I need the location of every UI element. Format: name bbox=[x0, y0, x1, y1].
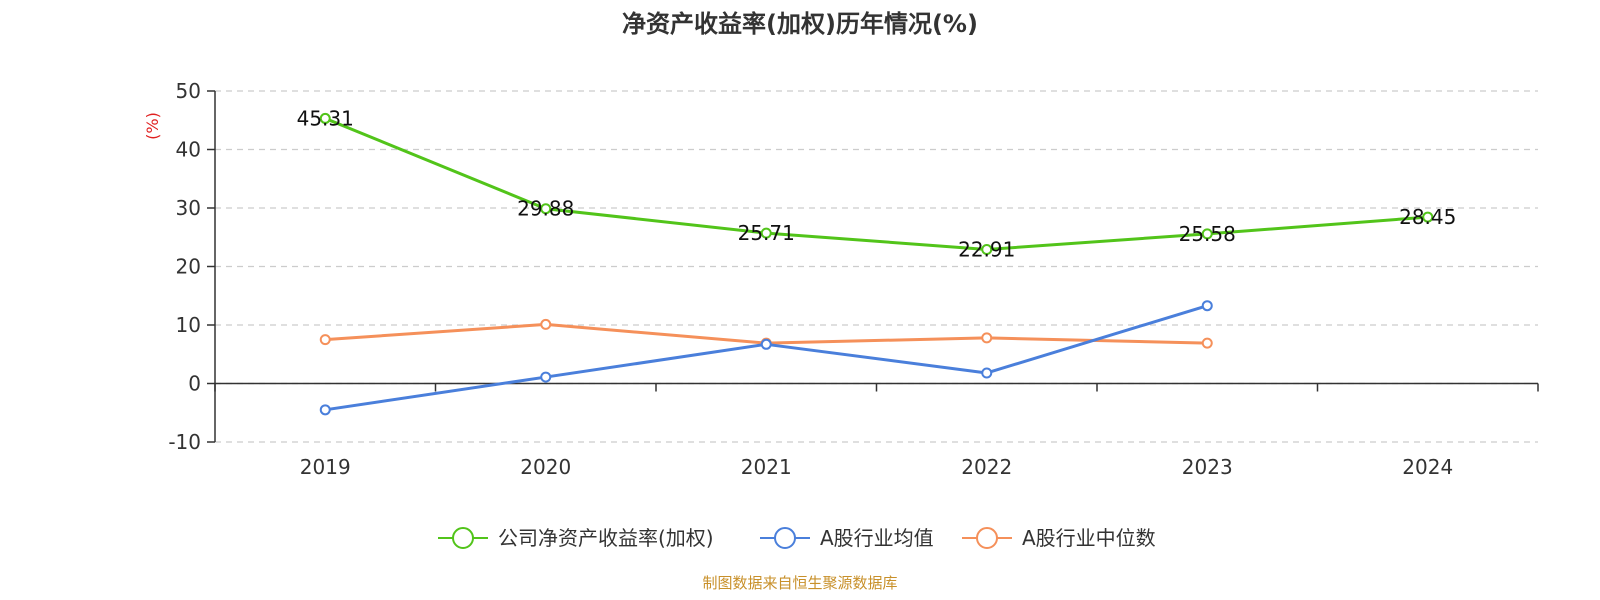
legend-marker-icon bbox=[774, 527, 796, 549]
data-point[interactable] bbox=[981, 332, 993, 344]
data-point[interactable] bbox=[1422, 211, 1434, 223]
data-labels: 45.31 29.88 25.71 22.91 25.58 28.45 bbox=[297, 106, 1457, 261]
data-label: 28.45 bbox=[1399, 205, 1456, 229]
data-point[interactable] bbox=[540, 371, 552, 383]
series-line bbox=[324, 117, 1428, 251]
y-tick-label: 30 bbox=[176, 196, 201, 220]
data-point[interactable] bbox=[540, 318, 552, 330]
legend-item[interactable]: A股行业均值 bbox=[760, 526, 934, 550]
chart-title: 净资产收益率(加权)历年情况(%) bbox=[622, 10, 978, 38]
y-tick-label: 20 bbox=[176, 255, 201, 279]
data-label: 45.31 bbox=[297, 106, 354, 130]
legend-marker-icon bbox=[452, 527, 474, 549]
data-point[interactable] bbox=[1201, 300, 1213, 312]
data-point[interactable] bbox=[1201, 337, 1213, 349]
y-tick-label: 40 bbox=[176, 138, 201, 162]
series-0 bbox=[319, 112, 1434, 255]
x-tick-label: 2021 bbox=[741, 455, 792, 479]
data-label: 29.88 bbox=[517, 197, 574, 221]
data-point[interactable] bbox=[319, 404, 331, 416]
legend-label: 公司净资产收益率(加权) bbox=[498, 526, 714, 550]
data-point[interactable] bbox=[319, 334, 331, 346]
axes: -10 0 10 20 30 40 50 2019 2020 2021 2022 2023 2024 bbox=[168, 79, 1539, 479]
data-point[interactable] bbox=[981, 367, 993, 379]
y-tick-label: 0 bbox=[188, 372, 201, 396]
data-label: 22.91 bbox=[958, 237, 1015, 261]
data-point[interactable] bbox=[981, 243, 993, 255]
series-lines bbox=[319, 112, 1434, 416]
y-tick-label: 10 bbox=[176, 313, 201, 337]
series-line bbox=[325, 304, 1208, 412]
data-point[interactable] bbox=[760, 338, 772, 350]
x-tick-label: 2019 bbox=[300, 455, 351, 479]
legend-marker-icon bbox=[976, 527, 998, 549]
x-tick-label: 2020 bbox=[520, 455, 571, 479]
legend-item[interactable]: A股行业中位数 bbox=[962, 526, 1156, 550]
y-axis-label: (%) bbox=[143, 112, 162, 140]
x-tick-label: 2022 bbox=[961, 455, 1012, 479]
data-point[interactable] bbox=[1201, 228, 1213, 240]
series-1 bbox=[319, 300, 1213, 416]
y-tick-label: -10 bbox=[168, 430, 201, 454]
data-point[interactable] bbox=[760, 227, 772, 239]
data-label: 25.58 bbox=[1179, 222, 1236, 246]
source-note: 制图数据来自恒生聚源数据库 bbox=[702, 574, 897, 592]
x-tick-label: 2024 bbox=[1402, 455, 1453, 479]
legend[interactable]: 公司净资产收益率(加权) A股行业均值 A股行业中位数 bbox=[438, 526, 1156, 550]
x-tick-label: 2023 bbox=[1182, 455, 1233, 479]
data-label: 25.71 bbox=[738, 221, 795, 245]
legend-item[interactable]: 公司净资产收益率(加权) bbox=[438, 526, 714, 550]
y-tick-label: 50 bbox=[176, 79, 201, 103]
data-point[interactable] bbox=[540, 203, 552, 215]
legend-label: A股行业均值 bbox=[820, 526, 934, 550]
legend-label: A股行业中位数 bbox=[1022, 526, 1156, 550]
data-point[interactable] bbox=[319, 112, 331, 124]
